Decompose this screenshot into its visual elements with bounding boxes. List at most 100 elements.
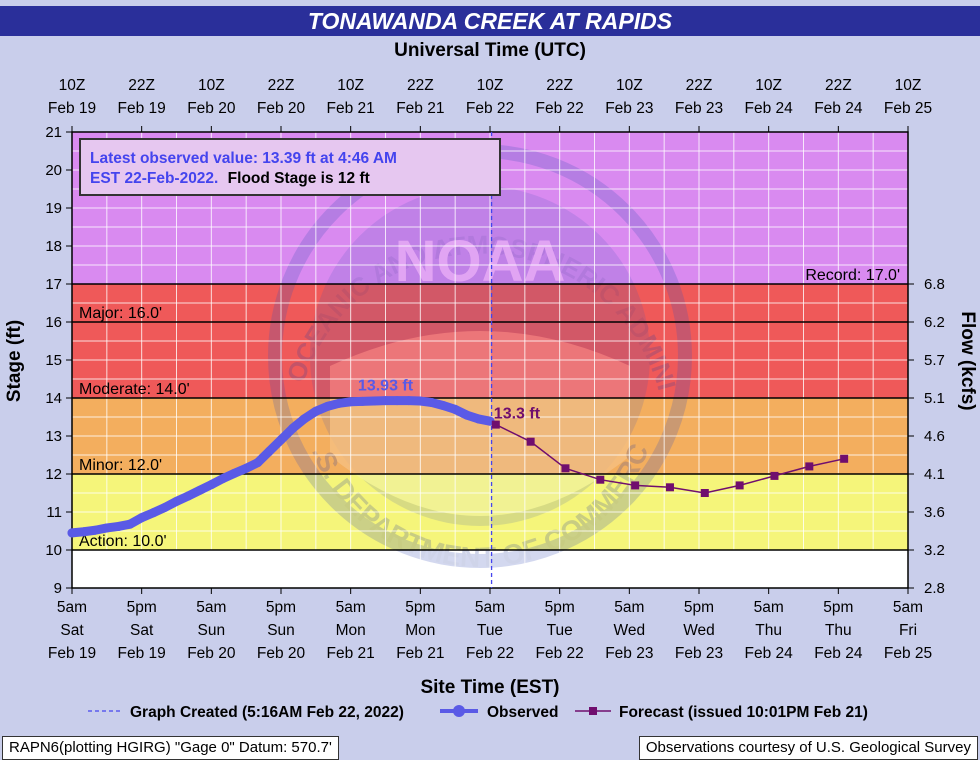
y-axis-label: Stage (ft)	[4, 320, 25, 402]
forecast-point	[840, 454, 849, 463]
x-axis-label: Site Time (EST)	[420, 677, 559, 698]
threshold-label: Moderate: 14.0'	[79, 381, 190, 398]
x-tick-label: Wed	[614, 622, 646, 639]
observed-point	[392, 396, 402, 406]
y2-tick-label: 5.7	[924, 352, 945, 369]
observed-point	[311, 406, 321, 416]
legend-observed-label: Observed	[487, 704, 559, 721]
x-tick-label: Feb 19	[118, 645, 166, 662]
observed-point	[241, 463, 251, 473]
x-tick-label: Wed	[683, 622, 715, 639]
x-tick-label: Mon	[336, 622, 366, 639]
watermark-center-text: NOAA	[395, 229, 566, 294]
top-tick-label: 10Z	[477, 77, 504, 94]
forecast-point	[805, 462, 814, 471]
observed-point	[369, 396, 379, 406]
top-tick-label: 22Z	[407, 77, 434, 94]
observed-point	[299, 414, 309, 424]
top-tick-label: Feb 24	[814, 100, 863, 117]
forecast-point	[665, 483, 674, 492]
top-tick-label: 22Z	[546, 77, 573, 94]
forecast-point	[491, 420, 500, 429]
x-tick-label: 5pm	[266, 599, 296, 616]
legend: Graph Created (5:16AM Feb 22, 2022) Obser…	[88, 704, 868, 721]
observed-point	[172, 496, 181, 506]
observed-point	[322, 401, 332, 411]
x-tick-label: 5am	[196, 599, 226, 616]
y2-tick-label: 2.8	[924, 580, 945, 597]
x-tick-label: Tue	[547, 622, 573, 639]
x-tick-label: 5am	[614, 599, 644, 616]
x-tick-label: Feb 21	[327, 645, 375, 662]
top-tick-label: 22Z	[268, 77, 295, 94]
y2-tick-label: 6.8	[924, 276, 945, 293]
legend-forecast-label: Forecast (issued 10:01PM Feb 21)	[619, 704, 868, 721]
x-tick-label: Thu	[755, 622, 782, 639]
y2-tick-label: 5.1	[924, 390, 945, 407]
x-tick-label: Sat	[60, 622, 84, 639]
x-tick-label: 5am	[57, 599, 87, 616]
annotation-line1: Latest observed value: 13.39 ft at 4:46 …	[90, 150, 397, 167]
top-tick-label: 10Z	[198, 77, 225, 94]
observed-point	[79, 527, 89, 537]
top-tick-label: Feb 22	[466, 100, 514, 117]
x-tick-label: 5am	[893, 599, 923, 616]
observed-point	[195, 485, 205, 495]
x-tick-label: Feb 25	[884, 645, 932, 662]
observed-point	[473, 414, 483, 424]
top-tick-label: Feb 21	[396, 100, 444, 117]
observed-point	[276, 435, 286, 445]
observed-point	[253, 458, 263, 468]
x-tick-label: Feb 23	[675, 645, 723, 662]
top-tick-label: Feb 20	[257, 100, 306, 117]
top-tick-label: 22Z	[686, 77, 713, 94]
observed-point	[357, 396, 367, 406]
forecast-start-label: 13.3 ft	[494, 406, 541, 423]
grid	[71, 131, 909, 589]
observed-point	[264, 446, 274, 456]
x-tick-label: Feb 22	[536, 645, 584, 662]
y-tick-label: 21	[45, 124, 62, 141]
y-tick-label: 18	[45, 238, 62, 255]
x-tick-label: Feb 20	[187, 645, 236, 662]
annotation-flood-stage: Flood Stage is 12 ft	[228, 170, 370, 187]
threshold-label: Action: 10.0'	[79, 533, 167, 550]
top-tick-label: Feb 21	[327, 100, 375, 117]
top-tick-label: 22Z	[825, 77, 852, 94]
y2-tick-label: 3.6	[924, 504, 945, 521]
legend-observed-swatch-dot	[453, 705, 465, 717]
observed-point	[415, 396, 425, 406]
top-tick-label: Feb 24	[745, 100, 794, 117]
top-axis-label: Universal Time (UTC)	[394, 40, 586, 61]
top-tick-label: Feb 19	[48, 100, 96, 117]
x-tick-label: 5am	[336, 599, 366, 616]
observed-point	[218, 474, 228, 484]
observed-point	[90, 525, 100, 535]
peak-label: 13.93 ft	[358, 378, 414, 395]
y2-tick-label: 6.2	[924, 314, 945, 331]
top-tick-label: 10Z	[59, 77, 86, 94]
observed-point	[113, 521, 123, 531]
x-tick-label: 5pm	[823, 599, 853, 616]
observed-point	[288, 423, 298, 433]
x-tick-label: 5am	[475, 599, 505, 616]
top-tick-label: 10Z	[337, 77, 364, 94]
top-tick-label: Feb 23	[605, 100, 653, 117]
axes: 9 10 11 12 13 14 15 16 17 18 19 20 21 2.8 3.2 3.6 4.1 4.6…	[45, 77, 945, 662]
observed-point	[230, 468, 240, 478]
x-tick-label: 5pm	[545, 599, 575, 616]
watermark-disc	[310, 186, 650, 526]
top-tick-label: Feb 25	[884, 100, 932, 117]
observed-point	[148, 508, 158, 518]
x-tick-label: 5am	[754, 599, 784, 616]
top-tick-label: Feb 19	[118, 100, 166, 117]
x-tick-label: Sun	[198, 622, 226, 639]
forecast-point	[631, 481, 640, 490]
hydrograph-chart: NATIONAL OCEANIC AND ATMOSPHERIC ADMINIS…	[0, 36, 978, 721]
observed-point	[450, 404, 460, 414]
y-tick-label: 11	[46, 504, 62, 521]
observed-point	[125, 519, 135, 529]
y-tick-label: 17	[45, 276, 62, 293]
x-tick-label: Thu	[825, 622, 852, 639]
x-tick-label: Feb 24	[745, 645, 794, 662]
